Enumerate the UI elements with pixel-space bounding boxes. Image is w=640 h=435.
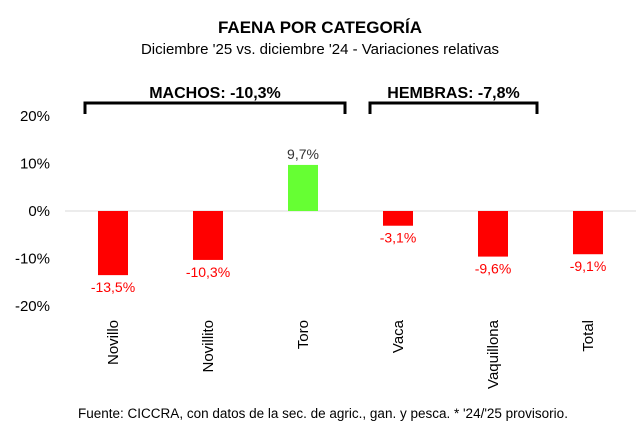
chart-subtitle: Diciembre '25 vs. diciembre '24 - Variac… bbox=[141, 41, 499, 58]
footnote: Fuente: CICCRA, con datos de la sec. de … bbox=[78, 406, 568, 421]
category-label: Novillo bbox=[105, 320, 122, 365]
bar-total bbox=[573, 211, 603, 255]
group-bracket bbox=[368, 101, 539, 114]
y-tick-label: 20% bbox=[20, 108, 50, 125]
chart-title: FAENA POR CATEGORÍA bbox=[218, 18, 422, 37]
category-label: Toro bbox=[295, 320, 312, 349]
data-label: -9,6% bbox=[475, 261, 512, 277]
bar-vaca bbox=[383, 211, 413, 226]
bar-novillo bbox=[98, 211, 128, 276]
category-label: Vaca bbox=[390, 319, 407, 353]
y-tick-label: 0% bbox=[28, 203, 50, 220]
y-tick-label: -10% bbox=[15, 251, 50, 268]
category-label: Novillito bbox=[200, 320, 217, 373]
y-tick-label: -20% bbox=[15, 298, 50, 315]
category-label: Vaquillona bbox=[485, 319, 502, 389]
y-tick-label: 10% bbox=[20, 156, 50, 173]
category-label: Total bbox=[580, 320, 597, 352]
group-bracket bbox=[83, 101, 347, 114]
data-label: -3,1% bbox=[380, 230, 417, 246]
data-label: -13,5% bbox=[91, 279, 135, 295]
data-label: 9,7% bbox=[287, 146, 319, 162]
bar-vaquillona bbox=[478, 211, 508, 257]
group-label: HEMBRAS: -7,8% bbox=[387, 85, 519, 102]
bar-toro bbox=[288, 164, 318, 211]
data-label: -9,1% bbox=[570, 258, 607, 274]
data-label: -10,3% bbox=[186, 264, 230, 280]
group-label: MACHOS: -10,3% bbox=[149, 85, 281, 102]
bar-novillito bbox=[193, 211, 223, 260]
